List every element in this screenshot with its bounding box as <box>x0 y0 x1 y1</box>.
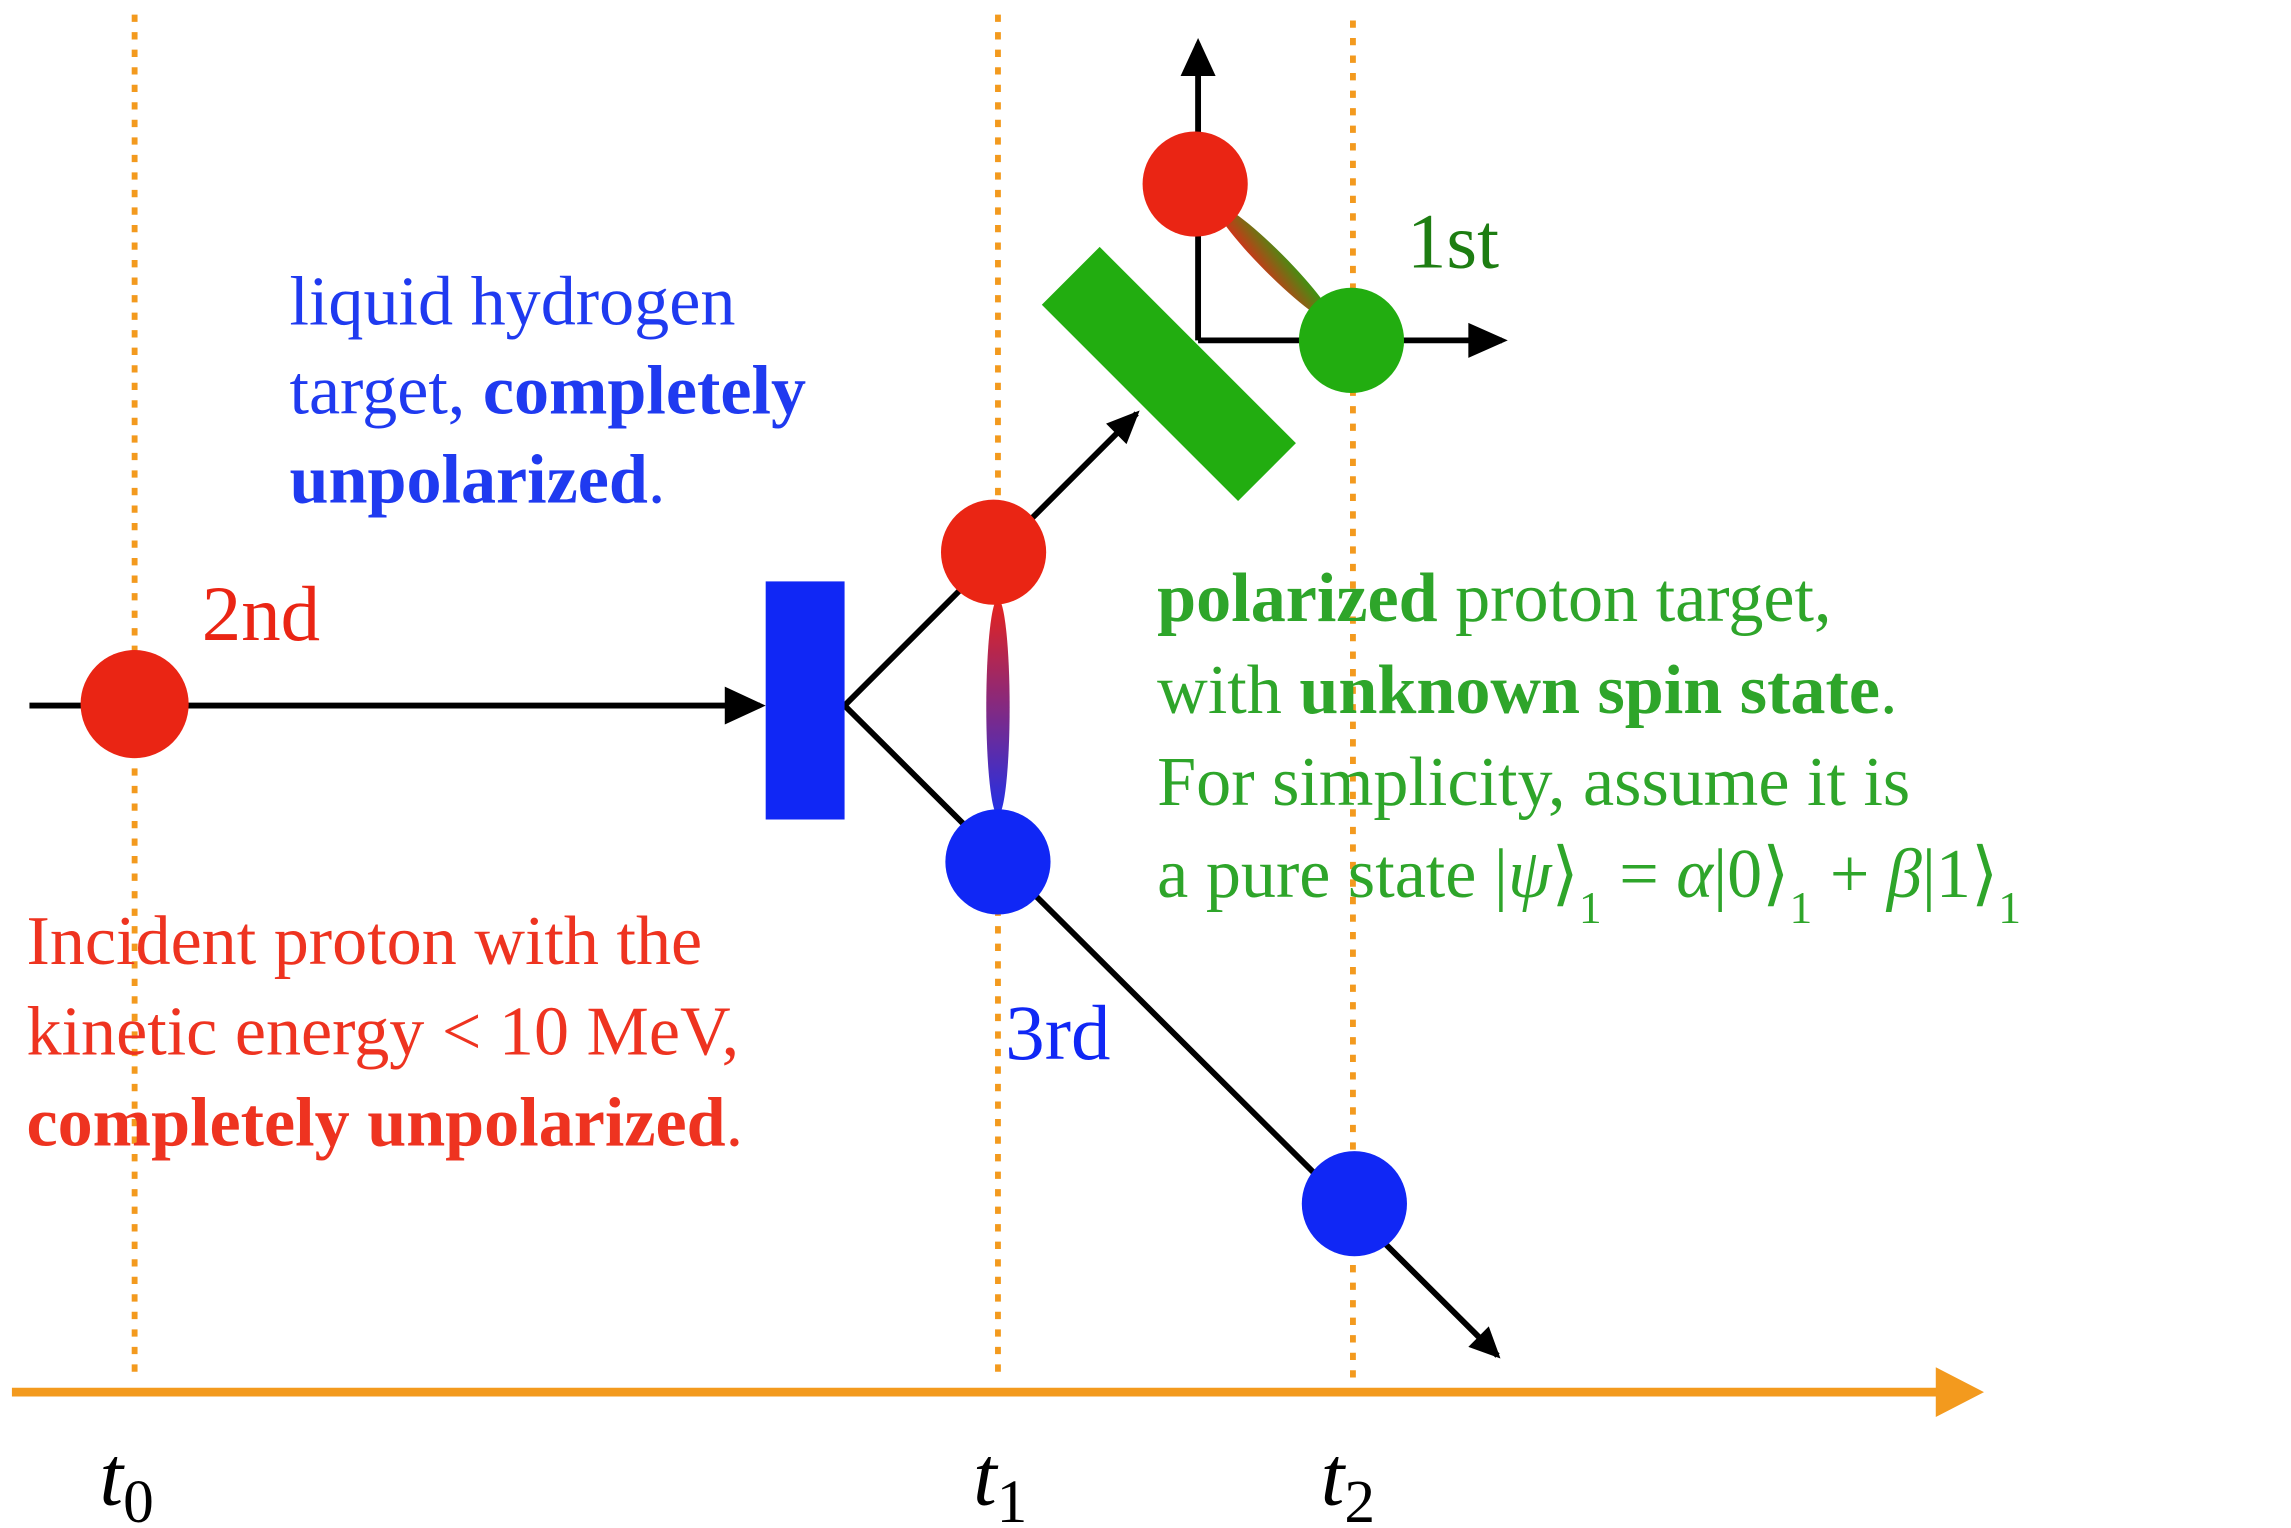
note-text: 1 <box>1998 881 2021 932</box>
note-text: + <box>1812 836 1887 913</box>
timeline-head <box>1935 1367 1985 1417</box>
time-sub: 0 <box>123 1468 154 1528</box>
note-line: with unknown spin state. <box>1157 652 1897 729</box>
note-line: kinetic energy < 10 MeV, <box>27 994 740 1071</box>
time-sub: 1 <box>997 1468 1028 1528</box>
note-text: . <box>648 442 666 519</box>
note-text: a pure state | <box>1157 836 1508 913</box>
time-sub: 2 <box>1344 1468 1375 1528</box>
note-text: proton target, <box>1438 560 1832 637</box>
proton <box>1301 1151 1407 1257</box>
time-base: t <box>1321 1431 1347 1524</box>
note-text: 1 <box>1790 881 1813 932</box>
note-text: with <box>1157 652 1299 729</box>
note-text: 1 <box>1579 881 1602 932</box>
note-text: kinetic energy < 10 MeV, <box>27 994 740 1071</box>
note-line: target, completely <box>289 352 806 429</box>
arrowheads <box>724 37 1508 1359</box>
arrowhead <box>1468 322 1508 358</box>
proton <box>1298 287 1405 393</box>
note-line: Incident proton with the <box>27 903 703 980</box>
arrowhead <box>1106 410 1140 445</box>
arrowhead <box>724 686 766 725</box>
note-text: . <box>726 1084 744 1161</box>
note-text: α <box>1676 836 1714 913</box>
note-text: For simplicity, assume it is <box>1157 744 1910 821</box>
note-line: For simplicity, assume it is <box>1157 744 1910 821</box>
note-line: polarized proton target, <box>1157 560 1831 637</box>
time-base: t <box>100 1431 126 1524</box>
entanglement <box>986 598 1010 816</box>
note-text: unpolarized <box>289 442 647 519</box>
note-text: target, <box>289 352 482 429</box>
note-text: Incident proton with the <box>27 903 703 980</box>
note-text: completely unpolarized <box>27 1084 726 1161</box>
label-1st: 1st <box>1407 198 1499 285</box>
note-text: liquid hydrogen <box>289 263 735 340</box>
note-text: = <box>1602 836 1677 913</box>
polarized-target <box>1041 246 1296 502</box>
proton <box>940 499 1047 605</box>
note-text: |1⟩ <box>1922 836 1998 913</box>
note-text: unknown spin state <box>1299 652 1880 729</box>
time-label: t1 <box>973 1431 1027 1528</box>
proton <box>1142 131 1248 237</box>
note-text: β <box>1885 836 1922 913</box>
note-line: completely unpolarized. <box>27 1084 744 1161</box>
label-2nd: 2nd <box>202 571 320 658</box>
note-line: unpolarized. <box>289 442 665 519</box>
hydrogen-target <box>765 581 845 820</box>
arrowhead <box>1468 1326 1501 1359</box>
label-3rd: 3rd <box>1005 990 1110 1077</box>
note-text: completely <box>483 352 806 429</box>
note-text: polarized <box>1157 560 1437 637</box>
lower-path <box>842 703 1500 1358</box>
note-text: ψ <box>1508 836 1553 913</box>
note-text: ⟩ <box>1552 836 1579 913</box>
time-base: t <box>973 1431 999 1524</box>
proton <box>80 650 189 759</box>
note-text: |0⟩ <box>1713 836 1789 913</box>
note-line: a pure state |ψ⟩1 = α|0⟩1 + β|1⟩1 <box>1157 836 2021 933</box>
time-label: t2 <box>1321 1431 1375 1528</box>
entanglement <box>1215 204 1333 322</box>
time-label: t0 <box>100 1431 154 1528</box>
note-line: liquid hydrogen <box>289 263 735 340</box>
proton <box>945 809 1051 915</box>
arrowhead <box>1180 37 1216 76</box>
note-text: . <box>1880 652 1898 729</box>
